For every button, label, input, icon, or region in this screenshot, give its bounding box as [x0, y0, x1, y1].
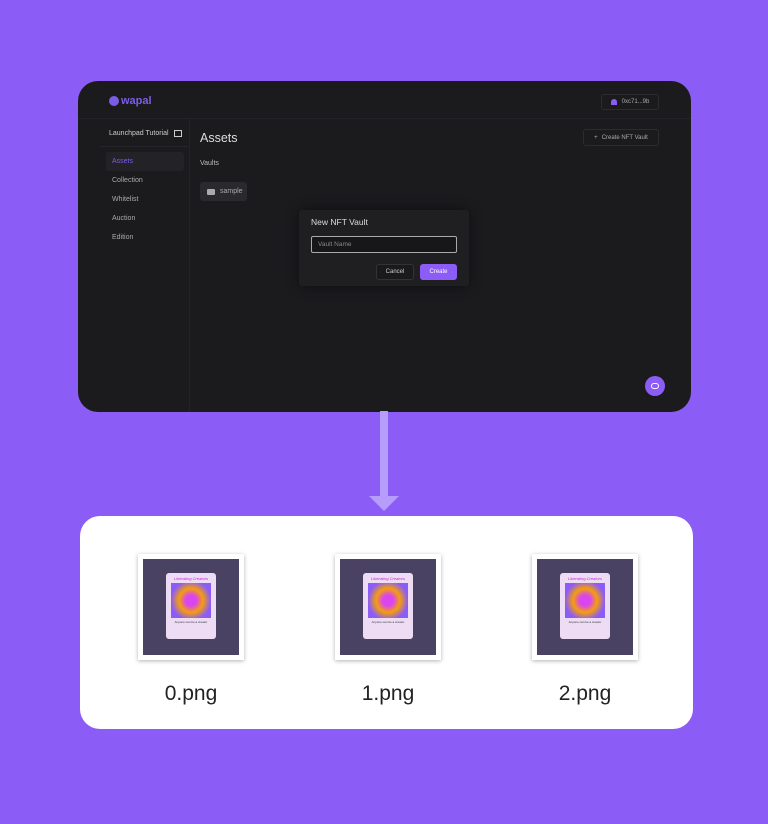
- file-name: 0.png: [164, 682, 218, 705]
- files-panel: Liberating Creators Anyone can be a creat…: [80, 516, 693, 729]
- logo[interactable]: wapal: [109, 95, 152, 107]
- file-name: 1.png: [361, 682, 415, 705]
- account-address: 0xc71...9b: [621, 99, 650, 105]
- chat-button[interactable]: [645, 376, 665, 396]
- vaults-heading: Vaults: [200, 160, 219, 167]
- divider: [100, 146, 188, 147]
- account-button[interactable]: 0xc71...9b: [601, 94, 659, 110]
- poster-title: Liberating Creators: [370, 576, 406, 581]
- sidebar-item-collection[interactable]: Collection: [112, 177, 143, 184]
- arrow-down-icon: [369, 496, 399, 511]
- create-button[interactable]: Create: [420, 264, 457, 280]
- sidebar-item-edition[interactable]: Edition: [112, 234, 134, 241]
- poster-subtitle: Anyone can be a creator: [371, 620, 405, 624]
- poster-image: Liberating Creators Anyone can be a creat…: [363, 573, 413, 639]
- image-thumbnail: Liberating Creators Anyone can be a creat…: [532, 554, 638, 660]
- vault-name-input[interactable]: [311, 236, 457, 253]
- create-nft-vault-button[interactable]: + Create NFT Vault: [583, 129, 659, 146]
- arrow-shaft: [380, 411, 388, 497]
- poster-art: [565, 583, 605, 618]
- poster-art: [368, 583, 408, 618]
- image-thumbnail: Liberating Creators Anyone can be a creat…: [138, 554, 244, 660]
- poster-subtitle: Anyone can be a creator: [174, 620, 208, 624]
- app-window: wapal 0xc71...9b Launchpad Tutorial Asse…: [78, 81, 691, 412]
- dialog-title: New NFT Vault: [311, 217, 368, 227]
- project-name: Launchpad Tutorial: [109, 130, 169, 137]
- folder-icon: [207, 188, 215, 195]
- poster-title: Liberating Creators: [173, 576, 209, 581]
- project-title[interactable]: Launchpad Tutorial: [109, 130, 182, 137]
- poster-art: [171, 583, 211, 618]
- sidebar-item-whitelist[interactable]: Whitelist: [112, 196, 139, 203]
- poster-title: Liberating Creators: [567, 576, 603, 581]
- sidebar: Launchpad Tutorial Assets Collection Whi…: [78, 119, 190, 412]
- file-item[interactable]: Liberating Creators Anyone can be a creat…: [138, 554, 244, 706]
- new-vault-dialog: New NFT Vault Cancel Create: [299, 210, 469, 286]
- page-title: Assets: [200, 131, 238, 145]
- header: wapal 0xc71...9b: [78, 81, 691, 119]
- poster-image: Liberating Creators Anyone can be a creat…: [166, 573, 216, 639]
- user-icon: [610, 99, 617, 105]
- sidebar-item-auction[interactable]: Auction: [112, 215, 136, 222]
- create-nft-vault-label: Create NFT Vault: [601, 134, 648, 141]
- poster-subtitle: Anyone can be a creator: [568, 620, 602, 624]
- file-name: 2.png: [558, 682, 612, 705]
- folder-name: sample: [220, 188, 243, 195]
- file-item[interactable]: Liberating Creators Anyone can be a creat…: [532, 554, 638, 706]
- image-thumbnail: Liberating Creators Anyone can be a creat…: [335, 554, 441, 660]
- plus-icon: +: [594, 134, 598, 141]
- file-item[interactable]: Liberating Creators Anyone can be a creat…: [335, 554, 441, 706]
- vault-folder[interactable]: sample: [200, 182, 247, 201]
- tutorial-video-icon[interactable]: [173, 130, 182, 137]
- chat-icon: [651, 383, 659, 389]
- cancel-button[interactable]: Cancel: [376, 264, 414, 280]
- sidebar-item-assets[interactable]: Assets: [106, 152, 184, 171]
- logo-text: wapal: [121, 95, 152, 107]
- wapal-logo-icon: [109, 96, 119, 106]
- poster-image: Liberating Creators Anyone can be a creat…: [560, 573, 610, 639]
